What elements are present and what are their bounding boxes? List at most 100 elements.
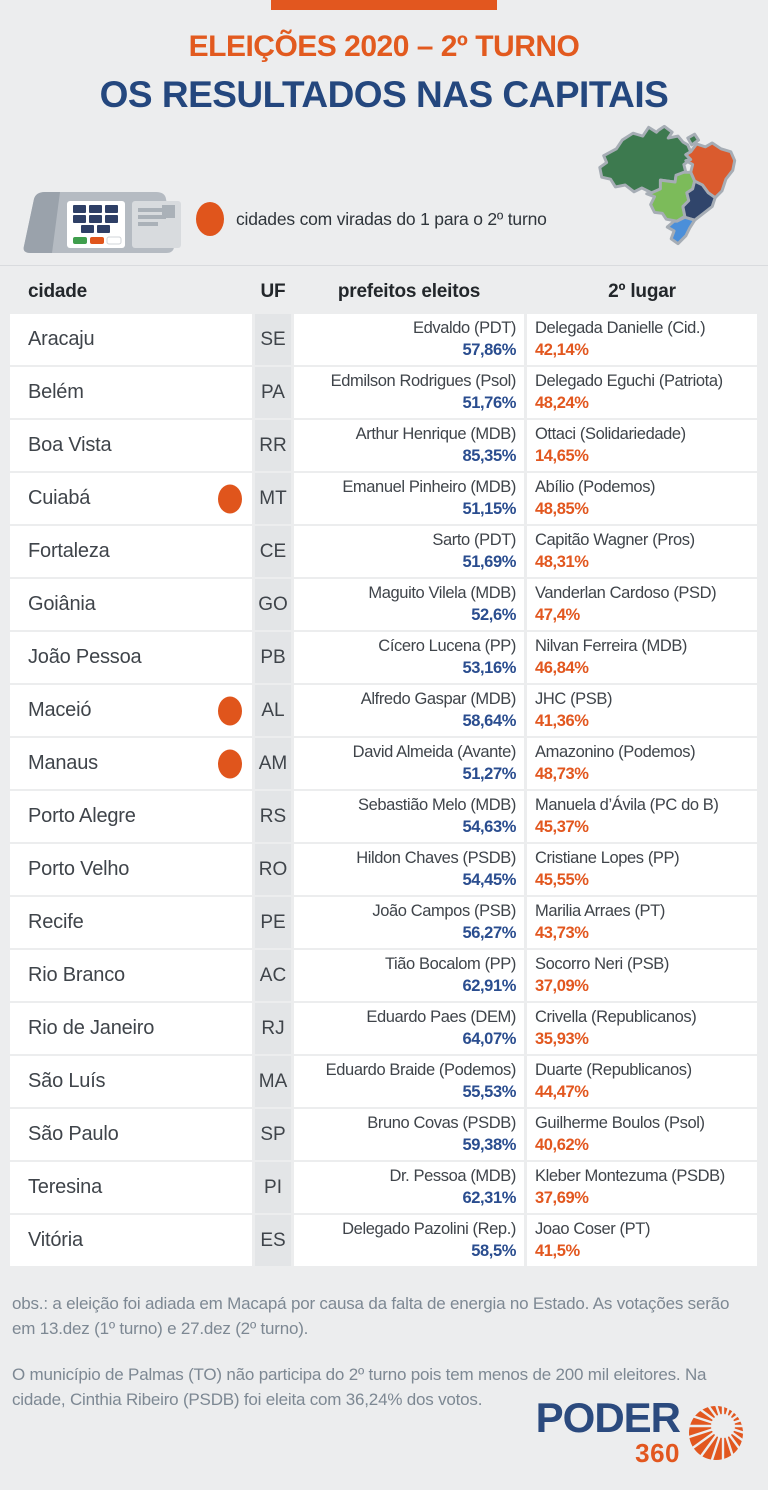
winner-percentage: 56,27% (462, 923, 516, 942)
runnerup-cell: Delegado Eguchi (Patriota) 48,24% (527, 367, 757, 418)
table-row: Maceió AL Alfredo Gaspar (MDB) 58,64% JH… (10, 685, 758, 736)
runnerup-name: Abílio (Podemos) (535, 478, 656, 497)
runnerup-cell: Marilia Arraes (PT) 43,73% (527, 897, 757, 948)
winner-cell: Tião Bocalom (PP) 62,91% (294, 950, 524, 1001)
top-accent-bar (271, 0, 497, 10)
uf-cell: PA (255, 367, 291, 418)
winner-percentage: 55,53% (462, 1082, 516, 1101)
city-cell: Boa Vista (10, 420, 252, 471)
table-row: São Luís MA Eduardo Braide (Podemos) 55,… (10, 1056, 758, 1107)
logo-name: PODER (535, 1394, 681, 1441)
runnerup-cell: Socorro Neri (PSB) 37,09% (527, 950, 757, 1001)
runnerup-name: Cristiane Lopes (PP) (535, 849, 680, 868)
city-label: Rio Branco (28, 964, 125, 986)
uf-cell: RJ (255, 1003, 291, 1054)
logo-number: 360 (635, 1437, 680, 1468)
city-label: Rio de Janeiro (28, 1017, 155, 1039)
turnaround-dot-icon (218, 749, 242, 778)
map-region-sul (665, 215, 697, 246)
winner-cell: Eduardo Braide (Podemos) 55,53% (294, 1056, 524, 1107)
winner-name: Sarto (PDT) (432, 531, 516, 550)
table-row: Teresina PI Dr. Pessoa (MDB) 62,31% Kleb… (10, 1162, 758, 1213)
runnerup-percentage: 35,93% (535, 1029, 589, 1048)
header-graphics-row: cidades com viradas do 1 para o 2º turno (0, 118, 768, 266)
winner-name: Delegado Pazolini (Rep.) (342, 1220, 516, 1239)
footnote-macapa: obs.: a eleição foi adiada em Macapá por… (12, 1294, 730, 1338)
winner-percentage: 51,69% (462, 552, 516, 571)
runnerup-name: Duarte (Republicanos) (535, 1061, 692, 1080)
runnerup-percentage: 37,69% (535, 1188, 589, 1207)
runnerup-name: Nilvan Ferreira (MDB) (535, 637, 688, 656)
winner-percentage: 54,45% (462, 870, 516, 889)
runnerup-name: Delegado Eguchi (Patriota) (535, 372, 723, 391)
city-label: João Pessoa (28, 646, 142, 668)
column-header-2-lugar: 2º lugar (608, 281, 676, 302)
map-region-nordeste (684, 141, 737, 200)
uf-cell: AC (255, 950, 291, 1001)
uf-cell: PI (255, 1162, 291, 1213)
page-title: OS RESULTADOS NAS CAPITAIS (99, 74, 669, 115)
runnerup-name: Ottaci (Solidariedade) (535, 425, 686, 444)
runnerup-name: Manuela d’Ávila (PC do B) (535, 796, 719, 815)
city-label: Belém (28, 381, 84, 403)
runnerup-percentage: 14,65% (535, 446, 589, 465)
supertitle: ELEIÇÕES 2020 – 2º TURNO (188, 30, 580, 63)
city-label: São Luís (28, 1070, 106, 1092)
winner-cell: Cícero Lucena (PP) 53,16% (294, 632, 524, 683)
runnerup-percentage: 48,24% (535, 393, 589, 412)
city-cell: Goiânia (10, 579, 252, 630)
city-label: Maceió (28, 699, 92, 721)
column-header-cidade: cidade (28, 281, 87, 302)
winner-cell: Maguito Vilela (MDB) 52,6% (294, 579, 524, 630)
winner-cell: Eduardo Paes (DEM) 64,07% (294, 1003, 524, 1054)
runnerup-name: JHC (PSB) (535, 690, 613, 709)
table-row: Recife PE João Campos (PSB) 56,27% Maril… (10, 897, 758, 948)
runnerup-cell: Cristiane Lopes (PP) 45,55% (527, 844, 757, 895)
table-row: João Pessoa PB Cícero Lucena (PP) 53,16%… (10, 632, 758, 683)
table-row: Belém PA Edmilson Rodrigues (Psol) 51,76… (10, 367, 758, 418)
winner-name: João Campos (PSB) (372, 902, 516, 921)
city-label: Recife (28, 911, 84, 933)
winner-cell: Sarto (PDT) 51,69% (294, 526, 524, 577)
table-header-row: cidade UF prefeitos eleitos 2º lugar (10, 270, 758, 314)
winner-percentage: 51,27% (462, 764, 516, 783)
city-cell: Belém (10, 367, 252, 418)
winner-cell: David Almeida (Avante) 51,27% (294, 738, 524, 789)
city-cell: Manaus (10, 738, 252, 789)
city-cell: São Paulo (10, 1109, 252, 1160)
table-row: Porto Alegre RS Sebastião Melo (MDB) 54,… (10, 791, 758, 842)
uf-cell: AL (255, 685, 291, 736)
turnaround-legend-dot-icon (196, 202, 224, 236)
winner-cell: Edmilson Rodrigues (Psol) 51,76% (294, 367, 524, 418)
winner-name: Sebastião Melo (MDB) (358, 796, 516, 815)
winner-percentage: 54,63% (462, 817, 516, 836)
runnerup-percentage: 37,09% (535, 976, 589, 995)
table-row: Aracaju SE Edvaldo (PDT) 57,86% Delegada… (10, 314, 758, 365)
runnerup-cell: Amazonino (Podemos) 48,73% (527, 738, 757, 789)
uf-cell: GO (255, 579, 291, 630)
city-label: Goiânia (28, 593, 96, 615)
city-label: Porto Velho (28, 858, 130, 880)
winner-name: Alfredo Gaspar (MDB) (360, 690, 517, 709)
runnerup-cell: Abílio (Podemos) 48,85% (527, 473, 757, 524)
city-label: Cuiabá (28, 487, 91, 509)
runnerup-name: Joao Coser (PT) (535, 1220, 651, 1239)
winner-name: Arthur Henrique (MDB) (355, 425, 517, 444)
table-row: Boa Vista RR Arthur Henrique (MDB) 85,35… (10, 420, 758, 471)
runnerup-cell: Duarte (Republicanos) 44,47% (527, 1056, 757, 1107)
city-cell: Cuiabá (10, 473, 252, 524)
winner-cell: Dr. Pessoa (MDB) 62,31% (294, 1162, 524, 1213)
winner-cell: Arthur Henrique (MDB) 85,35% (294, 420, 524, 471)
winner-cell: Emanuel Pinheiro (MDB) 51,15% (294, 473, 524, 524)
winner-name: Edmilson Rodrigues (Psol) (330, 372, 517, 391)
city-cell: Recife (10, 897, 252, 948)
footnote-palmas: O município de Palmas (TO) não participa… (12, 1365, 707, 1409)
winner-percentage: 62,91% (462, 976, 516, 995)
city-label: Porto Alegre (28, 805, 136, 827)
runnerup-cell: Crivella (Republicanos) 35,93% (527, 1003, 757, 1054)
table-row: Vitória ES Delegado Pazolini (Rep.) 58,5… (10, 1215, 758, 1266)
runnerup-percentage: 47,4% (535, 605, 580, 624)
runnerup-name: Socorro Neri (PSB) (535, 955, 670, 974)
winner-cell: Sebastião Melo (MDB) 54,63% (294, 791, 524, 842)
runnerup-name: Amazonino (Podemos) (535, 743, 696, 762)
